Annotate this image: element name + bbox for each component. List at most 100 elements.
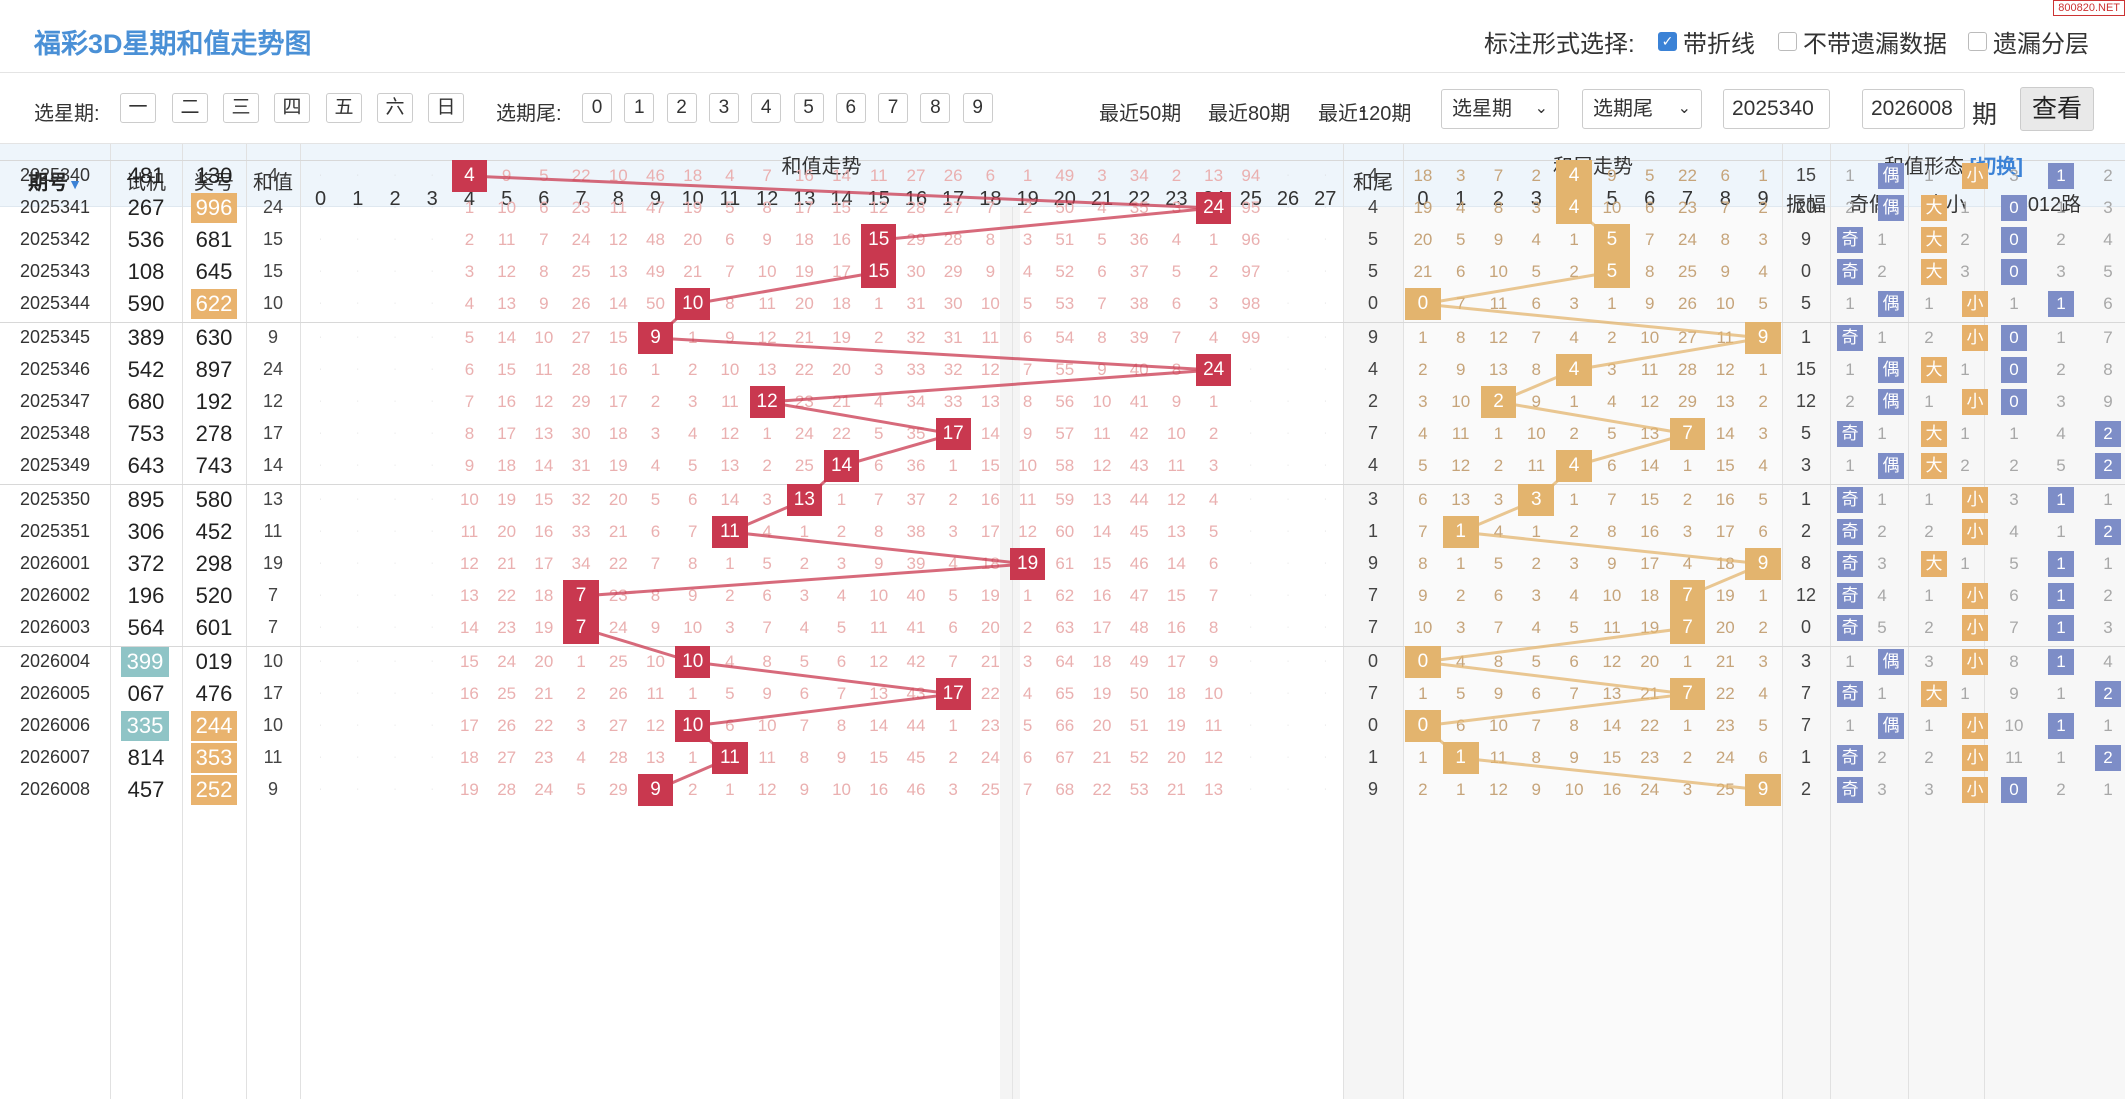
sum-miss-cell: 2 [799,554,810,573]
tail-trend-line-segment [1573,336,1764,372]
sum-blank-cell: · [393,592,397,599]
draw-cell: 130 [195,163,233,188]
sum-blank-cell: · [393,236,397,243]
sum-miss-cell: 5 [687,456,698,475]
recent-80-link[interactable]: 最近80期 [1208,103,1291,125]
weekday-button-4[interactable]: 四 [274,93,310,123]
recent-50-link[interactable]: 最近50期 [1099,103,1182,125]
tail-hit-mark: 9 [1745,774,1781,806]
weekday-button-3[interactable]: 三 [223,93,259,123]
sum-blank-cell: · [1286,300,1290,307]
tail-button-3[interactable]: 3 [708,93,739,123]
tail-button-9[interactable]: 9 [962,93,993,123]
big-tag: 大 [1921,259,1947,285]
tail-button-4[interactable]: 4 [751,93,782,123]
sum-miss-cell: 68 [1055,780,1075,799]
sum-miss-cell: 9 [799,780,810,799]
tail-miss-cell: 9 [1493,230,1504,249]
tail-button-5[interactable]: 5 [793,93,824,123]
tail-trend-line-segment [1422,302,1764,340]
sum-trend-line-segment [692,692,954,728]
checkbox-checked-icon[interactable]: ✓ [1658,32,1677,51]
tail-button-6[interactable]: 6 [835,93,866,123]
tail-miss-cell: 12 [1489,328,1508,347]
option-polyline[interactable]: ✓ 带折线 [1658,24,1755,59]
tail-miss-cell: 1 [1569,230,1579,249]
sum-miss-cell: 24 [497,652,517,671]
tail-button-8[interactable]: 8 [920,93,951,123]
sum-miss-cell: 52 [1055,262,1075,281]
sum-miss-cell: 14 [869,716,889,735]
sum-miss-cell: 64 [1055,652,1075,671]
checkbox-icon[interactable] [1778,32,1797,51]
sum-miss-cell: 11 [1167,456,1186,475]
tail-miss-cell: 10 [1489,716,1508,735]
end-period-input[interactable]: 2026008 [1862,89,1965,129]
sum-miss-cell: 23 [608,586,628,605]
tail-button-2[interactable]: 2 [666,93,697,123]
sum-trend-header: 和值走势 [781,156,862,178]
trend-lines [469,174,1764,792]
sum-blank-cell: · [356,172,359,179]
sum-miss-cell: 55 [1055,360,1075,379]
weekday-button-6[interactable]: 六 [377,93,413,123]
sum-miss-cell: 17 [459,716,479,735]
period-cell: 2026008 [19,779,91,799]
sum-blank-cell: · [1324,300,1327,307]
select-week-dropdown[interactable]: 选星期 ⌄ [1441,89,1559,129]
period-unit-label: 期 [1972,101,1998,129]
weekday-button-5[interactable]: 五 [326,93,362,123]
sum-blank-cell: · [1324,496,1327,503]
start-period-input[interactable]: 2025340 [1723,89,1830,129]
sum-miss-cell: 6 [464,360,475,379]
route-tag-0: 0 [2001,227,2027,253]
sum-blank-cell: · [1249,366,1253,373]
option-no-miss-data[interactable]: 不带遗漏数据 [1778,24,1947,59]
sum-miss-cell: 26 [943,166,963,185]
tail-miss-cell: 7 [1455,294,1466,313]
weekday-button-7[interactable]: 日 [428,93,464,123]
weekday-button-1[interactable]: 一 [120,93,156,123]
tail-button-1[interactable]: 1 [624,93,655,123]
tail-button-0[interactable]: 0 [582,93,612,123]
sum-miss-cell: 41 [906,618,926,637]
sum-hit-mark: 9 [637,774,674,806]
sort-down-icon[interactable]: ▼ [68,176,82,192]
period-cell: 2025347 [19,391,91,411]
sum-miss-cell: 9 [464,456,475,475]
sum-blank-cell: · [431,624,434,631]
sum-miss-cell: 5 [464,328,475,347]
tail-miss-cell: 13 [1602,684,1622,703]
checkbox-icon[interactable] [1968,32,1987,51]
sum-miss-cell: 10 [608,166,628,185]
odd-even-miss: 2 [1877,522,1887,541]
sum-blank-cell: · [356,658,359,665]
odd-tag: 奇 [1837,551,1863,577]
sum-miss-cell: 6 [725,230,735,249]
sum-hit-mark: 10 [675,646,711,678]
tail-hit-mark: 3 [1518,484,1555,516]
tail-miss-cell: 6 [1531,294,1542,313]
tail-miss-cell: 1 [1418,328,1428,347]
odd-tag: 奇 [1837,487,1863,513]
option-miss-layer[interactable]: 遗漏分层 [1968,24,2089,59]
tail-miss-cell: 8 [1531,360,1542,379]
sum-miss-cell: 6 [725,716,735,735]
sum-miss-cell: 10 [683,618,703,637]
tail-col-label-2: 2 [1492,188,1505,210]
recent-120-link[interactable]: 最近120期 [1318,103,1412,125]
sum-miss-cell: 15 [497,360,517,379]
tail-button-7[interactable]: 7 [878,93,909,123]
draw-cell: 452 [195,519,233,544]
period-header-label: 期号 [28,172,69,194]
odd-tag: 奇 [1837,745,1863,771]
sum-miss-cell: 29 [571,392,591,411]
sum-miss-cell: 41 [1129,392,1149,411]
weekday-button-2[interactable]: 二 [172,93,208,123]
sum-miss-cell: 15 [1092,554,1112,573]
sum-miss-cell: 4 [799,618,810,637]
query-button[interactable]: 查看 [2020,87,2094,131]
sum-miss-cell: 12 [608,230,628,249]
select-tail-dropdown[interactable]: 选期尾 ⌄ [1582,89,1702,129]
